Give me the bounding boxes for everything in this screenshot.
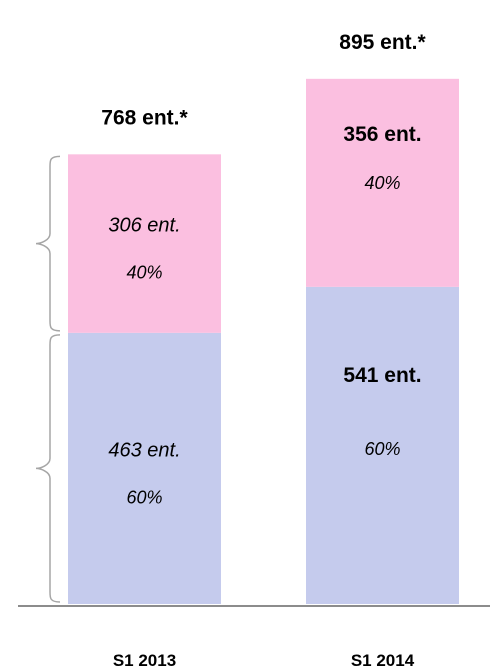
value-label-1-2: 306 ent. (108, 215, 180, 237)
total-label-1: 768 ent.* (101, 106, 188, 129)
value-label-2-2: 356 ent. (343, 123, 421, 146)
value-label-2-1: 541 ent. (343, 364, 421, 387)
bar-segment-1-2 (68, 154, 221, 333)
category-label-2: S1 2014 (351, 651, 415, 670)
bracket-1 (35, 334, 61, 603)
bar-segment-1-1 (68, 332, 221, 604)
percent-label-1-1: 60% (126, 487, 162, 507)
value-label-1-1: 463 ent. (108, 439, 180, 461)
percent-label-2-1: 60% (364, 439, 400, 459)
percent-label-1-2: 40% (126, 263, 162, 283)
bar-segment-2-1 (306, 286, 459, 604)
total-label-2: 895 ent.* (339, 31, 426, 54)
percent-label-2-2: 40% (364, 173, 400, 193)
labels: 463 ent. 60% 306 ent. 40% 768 ent.* S1 2013 54… (101, 31, 426, 670)
bars (68, 78, 459, 604)
category-label-1: S1 2013 (113, 651, 176, 670)
bracket-2 (35, 155, 61, 332)
segment-brackets (35, 155, 61, 603)
bar-segment-2-2 (306, 78, 459, 287)
